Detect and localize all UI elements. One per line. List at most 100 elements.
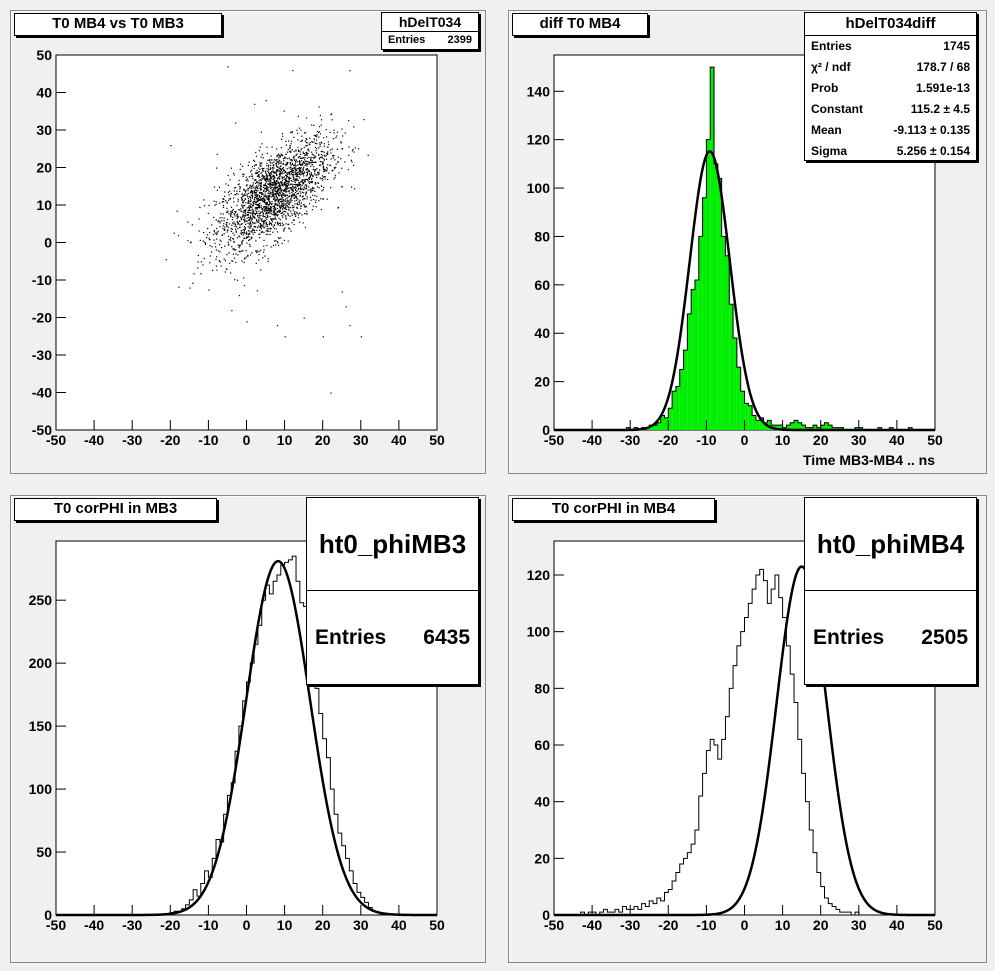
scatter-point bbox=[213, 229, 215, 232]
scatter-point bbox=[299, 171, 301, 174]
scatter-point bbox=[263, 176, 266, 178]
scatter-point bbox=[244, 214, 246, 216]
scatter-point bbox=[292, 205, 294, 207]
scatter-point bbox=[230, 212, 232, 214]
scatter-point bbox=[199, 239, 201, 241]
scatter-point bbox=[277, 215, 279, 217]
stats-box-scatter: hDelT034 Entries 2399 bbox=[381, 12, 479, 50]
scatter-point bbox=[268, 173, 270, 176]
scatter-point bbox=[340, 158, 342, 160]
scatter-point bbox=[309, 173, 311, 175]
scatter-point bbox=[279, 205, 281, 207]
scatter-point bbox=[237, 184, 239, 186]
stats-row: Mean -9.113 ± 0.135 bbox=[805, 120, 976, 141]
histogram-bar bbox=[668, 408, 673, 430]
scatter-point bbox=[246, 232, 248, 234]
scatter-point bbox=[261, 154, 263, 156]
scatter-point bbox=[367, 154, 369, 156]
scatter-point bbox=[308, 169, 310, 171]
x-tick-label: -30 bbox=[620, 917, 640, 933]
scatter-point bbox=[258, 199, 260, 201]
scatter-point bbox=[266, 187, 269, 189]
scatter-point bbox=[264, 183, 266, 185]
scatter-point bbox=[285, 153, 287, 155]
scatter-point bbox=[234, 215, 236, 217]
scatter-point bbox=[322, 179, 324, 181]
scatter-point bbox=[304, 159, 306, 161]
scatter-point bbox=[235, 253, 237, 255]
scatter-point bbox=[272, 170, 274, 172]
scatter-point bbox=[284, 156, 286, 158]
scatter-point bbox=[277, 182, 279, 184]
scatter-point bbox=[254, 217, 256, 219]
scatter-point bbox=[262, 193, 264, 195]
scatter-point bbox=[193, 273, 195, 275]
scatter-point bbox=[316, 134, 318, 136]
scatter-point bbox=[269, 227, 272, 229]
scatter-point bbox=[271, 171, 273, 173]
scatter-point bbox=[260, 226, 262, 229]
scatter-point bbox=[178, 286, 180, 288]
scatter-point bbox=[250, 238, 252, 240]
scatter-point bbox=[299, 167, 301, 170]
scatter-point bbox=[260, 211, 262, 213]
scatter-point bbox=[319, 177, 321, 179]
scatter-point bbox=[259, 196, 261, 198]
scatter-point bbox=[297, 132, 299, 134]
scatter-point bbox=[332, 169, 334, 171]
scatter-point bbox=[285, 202, 287, 204]
scatter-point bbox=[268, 195, 270, 198]
x-tick-label: -10 bbox=[696, 917, 716, 933]
scatter-point bbox=[310, 158, 312, 160]
scatter-point bbox=[256, 197, 259, 199]
stats-label: Constant bbox=[811, 102, 863, 116]
scatter-point bbox=[276, 160, 278, 163]
scatter-point bbox=[252, 229, 254, 231]
scatter-point bbox=[248, 216, 250, 218]
scatter-point bbox=[222, 206, 225, 208]
scatter-point bbox=[278, 195, 280, 197]
scatter-point bbox=[293, 178, 295, 180]
scatter-point bbox=[280, 161, 282, 163]
scatter-point bbox=[228, 199, 230, 201]
scatter-point bbox=[314, 135, 317, 137]
scatter-point bbox=[286, 185, 288, 187]
scatter-point bbox=[291, 170, 293, 172]
scatter-point bbox=[311, 209, 313, 211]
scatter-point bbox=[269, 202, 271, 204]
scatter-point bbox=[267, 189, 269, 191]
scatter-point bbox=[276, 171, 278, 173]
scatter-point bbox=[250, 209, 252, 211]
scatter-point bbox=[351, 150, 353, 152]
scatter-point bbox=[246, 242, 248, 244]
scatter-point bbox=[306, 139, 308, 141]
scatter-point bbox=[249, 216, 251, 218]
scatter-point bbox=[252, 209, 254, 211]
scatter-point bbox=[250, 204, 252, 206]
scatter-point bbox=[259, 186, 261, 188]
scatter-point bbox=[275, 181, 277, 183]
scatter-point bbox=[283, 200, 285, 202]
scatter-point bbox=[203, 231, 205, 234]
pad-phi-mb4 bbox=[508, 495, 987, 963]
scatter-point bbox=[348, 120, 350, 122]
scatter-point bbox=[249, 206, 252, 208]
scatter-point bbox=[255, 179, 257, 181]
scatter-point bbox=[235, 249, 237, 251]
scatter-point bbox=[273, 211, 275, 213]
scatter-point bbox=[291, 171, 293, 173]
scatter-point bbox=[287, 185, 289, 187]
scatter-point bbox=[264, 191, 266, 193]
scatter-point bbox=[295, 195, 297, 197]
scatter-point bbox=[258, 259, 260, 261]
scatter-point bbox=[270, 162, 272, 164]
scatter-point bbox=[292, 180, 294, 182]
scatter-point bbox=[299, 203, 301, 205]
stats-row: Constant 115.2 ± 4.5 bbox=[805, 99, 976, 120]
histogram-bar bbox=[824, 422, 829, 430]
scatter-point bbox=[309, 189, 311, 191]
scatter-point bbox=[277, 199, 279, 201]
y-tick-label: 200 bbox=[29, 655, 53, 671]
scatter-point bbox=[288, 182, 290, 184]
x-tick-label: 40 bbox=[889, 432, 905, 448]
